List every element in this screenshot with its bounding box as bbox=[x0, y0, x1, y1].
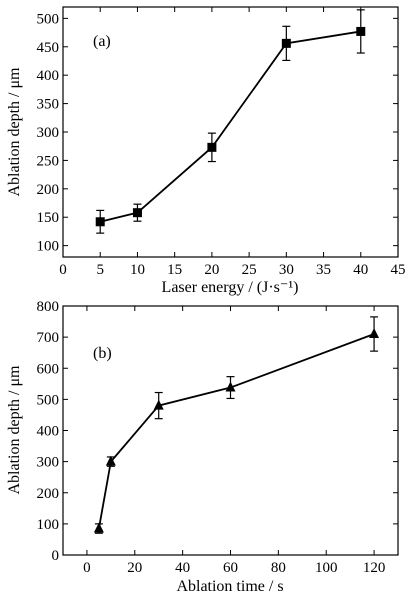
panel-label-a: (a) bbox=[93, 33, 111, 50]
data-point-b-2 bbox=[153, 399, 164, 410]
x-tick-label-b-0: 0 bbox=[83, 560, 91, 576]
data-point-b-4 bbox=[369, 328, 380, 339]
x-tick-label-a-2: 10 bbox=[130, 262, 145, 278]
x-tick-label-a-1: 5 bbox=[96, 262, 104, 278]
x-tick-label-b-4: 80 bbox=[271, 560, 286, 576]
x-tick-label-b-3: 60 bbox=[223, 560, 238, 576]
series-line-b bbox=[98, 333, 375, 529]
y-tick-label-b-2: 200 bbox=[37, 486, 60, 502]
x-tick-label-a-4: 20 bbox=[204, 262, 219, 278]
chart-panel-b: 0 20 40 60 80 100 120 0 100 200 300 400 500 600 700 800… bbox=[6, 299, 399, 595]
y-tick-label-a-1: 150 bbox=[37, 210, 60, 226]
x-tick-label-b-5: 100 bbox=[315, 560, 338, 576]
y-tick-label-a-4: 300 bbox=[37, 125, 60, 141]
data-point-a-1 bbox=[132, 208, 142, 218]
y-tick-label-b-4: 400 bbox=[37, 424, 60, 440]
data-point-b-3 bbox=[225, 381, 236, 392]
marks-group-a bbox=[95, 9, 366, 234]
x-axis-label-b: Ablation time / s bbox=[176, 578, 283, 595]
y-tick-label-a-8: 500 bbox=[37, 11, 60, 27]
x-tick-label-a-6: 30 bbox=[279, 262, 294, 278]
x-tick-label-a-9: 45 bbox=[391, 262, 406, 278]
panel-label-b: (b) bbox=[93, 345, 112, 362]
x-tick-label-a-7: 35 bbox=[316, 262, 331, 278]
chart-panel-a: 0 5 10 15 20 25 30 35 40 45 100 150 200 250 300 350 400 4… bbox=[6, 6, 406, 296]
x-tick-label-b-6: 120 bbox=[363, 560, 386, 576]
data-point-b-0 bbox=[93, 522, 104, 533]
data-point-b-1 bbox=[105, 455, 116, 466]
x-tick-label-a-0: 0 bbox=[59, 262, 67, 278]
y-tick-label-a-5: 350 bbox=[37, 97, 60, 113]
y-tick-label-b-6: 600 bbox=[37, 361, 60, 377]
data-point-a-3 bbox=[281, 38, 291, 48]
y-tick-label-b-8: 800 bbox=[37, 299, 60, 315]
data-point-a-4 bbox=[356, 26, 366, 36]
y-axis-label-b: Ablation depth / μm bbox=[6, 365, 23, 495]
tick-group-b: 0 20 40 60 80 100 120 0 100 200 300 400 500 600 700 800 bbox=[37, 299, 398, 576]
y-tick-label-b-5: 500 bbox=[37, 392, 60, 408]
marks-group-b bbox=[93, 316, 380, 534]
x-tick-label-a-5: 25 bbox=[242, 262, 257, 278]
y-tick-label-b-1: 100 bbox=[37, 517, 60, 533]
y-tick-label-a-6: 400 bbox=[37, 68, 60, 84]
y-tick-label-a-7: 450 bbox=[37, 40, 60, 56]
y-tick-label-b-7: 700 bbox=[37, 330, 60, 346]
y-axis-label-a: Ablation depth / μm bbox=[6, 67, 23, 197]
data-point-a-2 bbox=[207, 142, 217, 152]
tick-group-a: 0 5 10 15 20 25 30 35 40 45 100 150 200 250 300 350 400 4… bbox=[37, 7, 406, 278]
y-tick-label-a-2: 200 bbox=[37, 182, 60, 198]
y-tick-label-a-3: 250 bbox=[37, 153, 60, 169]
x-tick-label-b-1: 20 bbox=[127, 560, 142, 576]
y-tick-label-b-0: 0 bbox=[52, 548, 60, 564]
data-point-a-0 bbox=[95, 217, 105, 227]
x-tick-label-a-8: 40 bbox=[353, 262, 368, 278]
series-line-a bbox=[100, 30, 361, 223]
x-tick-label-a-3: 15 bbox=[167, 262, 182, 278]
x-axis-label-a: Laser energy / (J·s⁻¹) bbox=[162, 279, 299, 296]
y-tick-label-a-0: 100 bbox=[37, 239, 60, 255]
x-tick-label-b-2: 40 bbox=[175, 560, 190, 576]
y-tick-label-b-3: 300 bbox=[37, 455, 60, 471]
